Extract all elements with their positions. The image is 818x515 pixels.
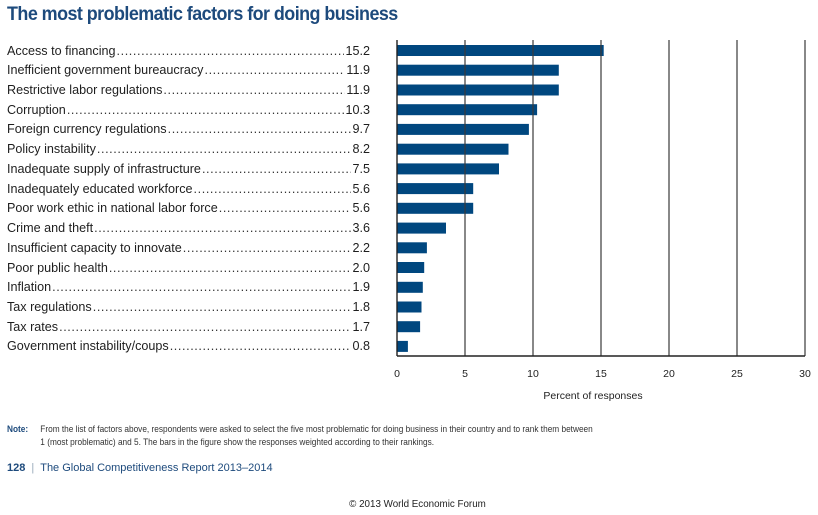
x-tick-label: 5 [462, 368, 468, 380]
category-row: Policy instability 8.2 [7, 140, 370, 158]
category-label: Tax regulations [7, 300, 92, 314]
value-label: 15.2 [345, 43, 370, 58]
category-row: Inadequate supply of infrastructure 7.5 [7, 160, 370, 178]
category-row: Poor public health 2.0 [7, 259, 370, 277]
category-row: Tax regulations 1.8 [7, 298, 370, 316]
bar [397, 123, 529, 135]
bar [397, 281, 423, 293]
x-tick-label: 10 [527, 368, 539, 380]
value-label: 2.0 [352, 260, 370, 275]
bar [397, 143, 509, 155]
bar [397, 262, 425, 273]
value-label: 7.5 [352, 161, 370, 176]
bar [397, 301, 422, 313]
value-label: 1.7 [352, 319, 370, 334]
bar [397, 183, 474, 195]
x-tick-label: 25 [731, 368, 743, 380]
bar [397, 64, 559, 76]
footer-separator: | [31, 462, 35, 474]
category-label: Crime and theft [7, 221, 94, 236]
category-row: Tax rates 1.7 [7, 318, 370, 336]
category-label: Poor work ethic in national labor force [7, 201, 218, 216]
value-label: 5.6 [352, 201, 370, 216]
value-label: 9.7 [352, 122, 370, 137]
category-label: Restrictive labor regulations [7, 83, 163, 97]
chart-title: The most problematic factors for doing b… [7, 3, 398, 25]
page-number: 128 [7, 462, 26, 474]
bar [397, 104, 538, 116]
x-tick-label: 30 [799, 368, 811, 380]
bar [397, 222, 446, 234]
value-label: 0.8 [352, 339, 370, 354]
category-row: Access to financing 15.2 [7, 42, 370, 60]
x-tick-label: 20 [663, 368, 675, 380]
note-text: From the list of factors above, responde… [40, 423, 592, 449]
bar [397, 202, 474, 214]
x-axis-label: Percent of responses [543, 390, 642, 402]
category-label: Policy instability [7, 142, 96, 157]
bar [397, 45, 604, 56]
value-label: 1.8 [352, 300, 370, 314]
value-label: 5.6 [352, 181, 370, 196]
category-label: Poor public health [7, 260, 108, 275]
x-tick-label: 15 [595, 368, 607, 380]
note-label: Note: [7, 424, 29, 434]
category-label: Corruption [7, 102, 66, 117]
category-label: Inefficient government bureaucracy [7, 63, 204, 78]
value-label: 2.2 [352, 240, 370, 255]
bar [397, 84, 559, 96]
category-row: Poor work ethic in national labor force 5… [7, 199, 370, 217]
category-row: Corruption 10.3 [7, 101, 370, 119]
value-label: 11.9 [346, 83, 370, 97]
category-label: Foreign currency regulations [7, 122, 167, 137]
category-row: Restrictive labor regulations 11.9 [7, 81, 370, 99]
category-label: Inadequately educated workforce [7, 181, 193, 196]
category-label: Inflation [7, 280, 52, 295]
report-title: The Global Competitiveness Report 2013–2… [40, 462, 273, 474]
note-line-1: From the list of factors above, responde… [40, 424, 593, 434]
value-label: 1.9 [352, 280, 370, 295]
category-row: Government instability/coups 0.8 [7, 337, 370, 355]
value-label: 10.3 [345, 102, 370, 117]
category-row: Foreign currency regulations 9.7 [7, 120, 370, 138]
copyright: © 2013 World Economic Forum [349, 499, 486, 510]
category-row: Inefficient government bureaucracy 11.9 [7, 61, 370, 79]
value-label: 11.9 [346, 63, 370, 78]
bar [397, 340, 408, 352]
category-row: Insufficient capacity to innovate 2.2 [7, 239, 370, 257]
category-label: Tax rates [7, 319, 59, 334]
bar-chart: 0 5 10 15 20 25 30 Percent of responses [394, 40, 811, 402]
category-row: Inflation 1.9 [7, 278, 370, 296]
bar [397, 163, 499, 175]
category-label: Inadequate supply of infrastructure [7, 161, 201, 176]
category-label: Insufficient capacity to innovate [7, 240, 182, 255]
bar [397, 242, 427, 254]
category-row: Inadequately educated workforce 5.6 [7, 180, 370, 198]
value-label: 3.6 [352, 221, 370, 236]
page-footer: 128 | The Global Competitiveness Report 20… [7, 462, 273, 474]
note-line-2: 1 (most problematic) and 5. The bars in … [40, 437, 435, 447]
category-label: Access to financing [7, 43, 116, 58]
bar [397, 321, 421, 333]
category-row: Crime and theft 3.6 [7, 219, 370, 237]
category-label: Government instability/coups [7, 339, 169, 354]
value-label: 8.2 [352, 142, 370, 157]
x-tick-label: 0 [394, 368, 400, 380]
